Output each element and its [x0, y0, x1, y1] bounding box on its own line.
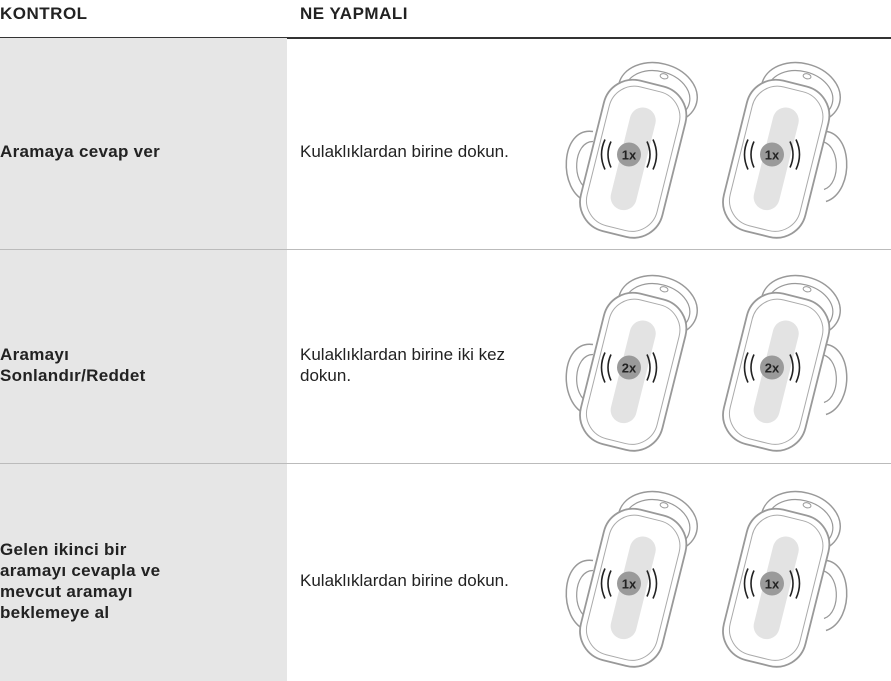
earbud: 2x — [565, 274, 698, 452]
earbud: 2x — [722, 274, 848, 452]
tap-badge — [760, 142, 784, 167]
sensor — [659, 502, 669, 509]
row-separator — [0, 463, 891, 464]
earbuds-illustration: 1x 1x — [565, 490, 848, 668]
earbud: 1x — [565, 61, 698, 239]
wave-left — [600, 352, 612, 383]
control-text: Gelen ikinci bir aramayı cevapla ve mevc… — [0, 539, 161, 622]
tap-badge — [617, 142, 641, 167]
body-inner — [728, 514, 824, 661]
column-header: NE YAPMALI — [300, 4, 408, 23]
action-text: Kulaklıklardan birine dokun. — [300, 142, 509, 161]
wing — [819, 559, 848, 632]
body-inner — [728, 85, 824, 232]
tap-badge — [617, 355, 641, 380]
body-inner — [585, 298, 681, 445]
earbud: 1x — [722, 61, 848, 239]
wave-right — [789, 352, 801, 383]
sensor — [802, 73, 812, 80]
wing-inner — [819, 140, 837, 191]
table-row: Aramaya cevap ver Kulaklıklardan birine d… — [0, 38, 891, 250]
tap-label: 1x — [622, 148, 637, 163]
tap-badge — [760, 355, 784, 380]
control-column-bg — [0, 38, 287, 681]
earbud-wing — [819, 130, 848, 203]
earbud-wing — [819, 559, 848, 632]
wave-left — [600, 568, 612, 599]
wave-right — [646, 139, 658, 170]
header-rule — [0, 37, 891, 39]
column-header: KONTROL — [0, 4, 88, 23]
body-inner — [585, 85, 681, 232]
wing-inner — [819, 353, 837, 404]
wing — [819, 343, 848, 416]
control-text: Aramayı Sonlandır/Reddet — [0, 344, 146, 385]
tap-badge — [760, 571, 784, 596]
control-text: Aramaya cevap ver — [0, 142, 161, 161]
action-text: Kulaklıklardan birine dokun. — [300, 571, 509, 590]
wave-left — [743, 568, 755, 599]
earbuds-illustration: 2x 2x — [565, 274, 848, 452]
wave-left — [743, 352, 755, 383]
earbud: 1x — [565, 490, 698, 668]
earbud-wing — [819, 343, 848, 416]
table-row: Gelen ikinci bir aramayı cevapla ve mevc… — [0, 464, 891, 681]
wave-right — [646, 352, 658, 383]
body-inner — [585, 514, 681, 661]
body-inner — [728, 298, 824, 445]
tap-label: 1x — [765, 577, 780, 592]
sensor — [659, 73, 669, 80]
tap-label: 1x — [765, 148, 780, 163]
tap-badge — [617, 571, 641, 596]
wave-right — [789, 568, 801, 599]
tap-label: 1x — [622, 577, 637, 592]
wave-left — [743, 139, 755, 170]
tap-label: 2x — [765, 361, 780, 376]
tap-label: 2x — [622, 361, 637, 376]
row-separator — [0, 249, 891, 250]
sensor — [802, 502, 812, 509]
wave-left — [600, 139, 612, 170]
sensor — [802, 286, 812, 293]
sensor — [659, 286, 669, 293]
wing — [819, 130, 848, 203]
wave-right — [789, 139, 801, 170]
table-row: Aramayı Sonlandır/Reddet Kulaklıklardan b… — [0, 250, 891, 464]
earbud: 1x — [722, 490, 848, 668]
wave-right — [646, 568, 658, 599]
action-text: Kulaklıklardan birine iki kez dokun. — [300, 344, 506, 385]
wing-inner — [819, 569, 837, 620]
earbuds-illustration: 1x 1x — [565, 61, 848, 239]
